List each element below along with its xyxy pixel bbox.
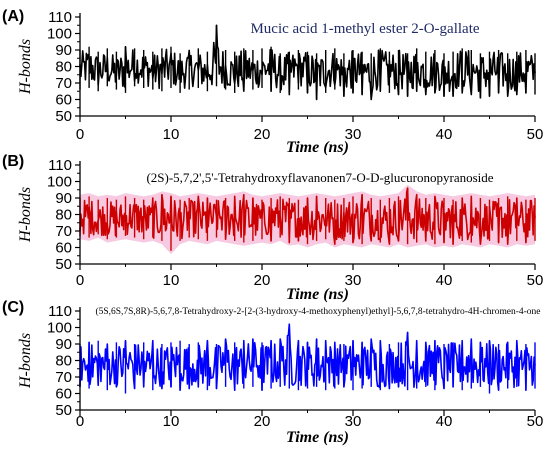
y-tick-label: 50 bbox=[55, 108, 72, 125]
x-tick-label: 0 bbox=[76, 413, 84, 430]
x-axis-title: Time (ns) bbox=[286, 429, 349, 446]
y-tick-label: 80 bbox=[55, 353, 72, 370]
x-tick-label: 50 bbox=[527, 126, 544, 143]
panel-label: (B) bbox=[2, 153, 24, 170]
x-tick-label: 20 bbox=[254, 413, 271, 430]
x-tick-label: 10 bbox=[163, 126, 180, 143]
y-axis-title: H-bonds bbox=[17, 333, 34, 389]
y-tick-label: 90 bbox=[55, 336, 72, 353]
x-tick-label: 40 bbox=[436, 126, 453, 143]
y-axis-title: H-bonds bbox=[17, 39, 34, 95]
y-tick-label: 60 bbox=[55, 92, 72, 109]
x-axis-title: Time (ns) bbox=[286, 139, 349, 156]
x-tick-label: 0 bbox=[76, 272, 84, 289]
x-tick-label: 50 bbox=[527, 272, 544, 289]
y-tick-label: 110 bbox=[48, 157, 72, 174]
x-tick-label: 20 bbox=[254, 272, 271, 289]
chart-title: Mucic acid 1-methyl ester 2-O-gallate bbox=[250, 21, 479, 37]
y-tick-label: 50 bbox=[55, 256, 72, 273]
chart-title: (5S,6S,7S,8R)-5,6,7,8-Tetrahydroxy-2-[2-… bbox=[96, 306, 541, 316]
y-tick-label: 70 bbox=[55, 75, 72, 92]
x-tick-label: 10 bbox=[163, 272, 180, 289]
x-tick-label: 40 bbox=[436, 272, 453, 289]
x-axis-title: Time (ns) bbox=[286, 286, 349, 303]
y-tick-label: 60 bbox=[55, 386, 72, 403]
y-tick-label: 60 bbox=[55, 240, 72, 257]
x-tick-label: 0 bbox=[76, 126, 84, 143]
chart-title: (2S)-5,7,2',5'-Tetrahydroxyflavanonen7-O… bbox=[146, 170, 493, 185]
x-tick-label: 30 bbox=[345, 272, 362, 289]
y-tick-label: 100 bbox=[47, 174, 72, 191]
y-tick-label: 90 bbox=[55, 42, 72, 59]
x-tick-label: 20 bbox=[254, 126, 271, 143]
y-tick-label: 100 bbox=[47, 320, 72, 337]
y-axis-title: H-bonds bbox=[17, 187, 34, 243]
y-tick-label: 80 bbox=[55, 59, 72, 76]
y-tick-label: 90 bbox=[55, 190, 72, 207]
y-tick-label: 70 bbox=[55, 223, 72, 240]
panel-label: (C) bbox=[2, 299, 24, 316]
y-tick-label: 110 bbox=[48, 303, 72, 320]
x-tick-label: 50 bbox=[527, 413, 544, 430]
y-tick-label: 50 bbox=[55, 402, 72, 419]
y-tick-label: 110 bbox=[48, 9, 72, 26]
x-tick-label: 30 bbox=[345, 126, 362, 143]
x-tick-label: 40 bbox=[436, 413, 453, 430]
y-tick-label: 80 bbox=[55, 207, 72, 224]
x-tick-label: 30 bbox=[345, 413, 362, 430]
y-tick-label: 70 bbox=[55, 369, 72, 386]
y-tick-label: 100 bbox=[47, 26, 72, 43]
panel-label: (A) bbox=[2, 8, 24, 25]
x-tick-label: 10 bbox=[163, 413, 180, 430]
